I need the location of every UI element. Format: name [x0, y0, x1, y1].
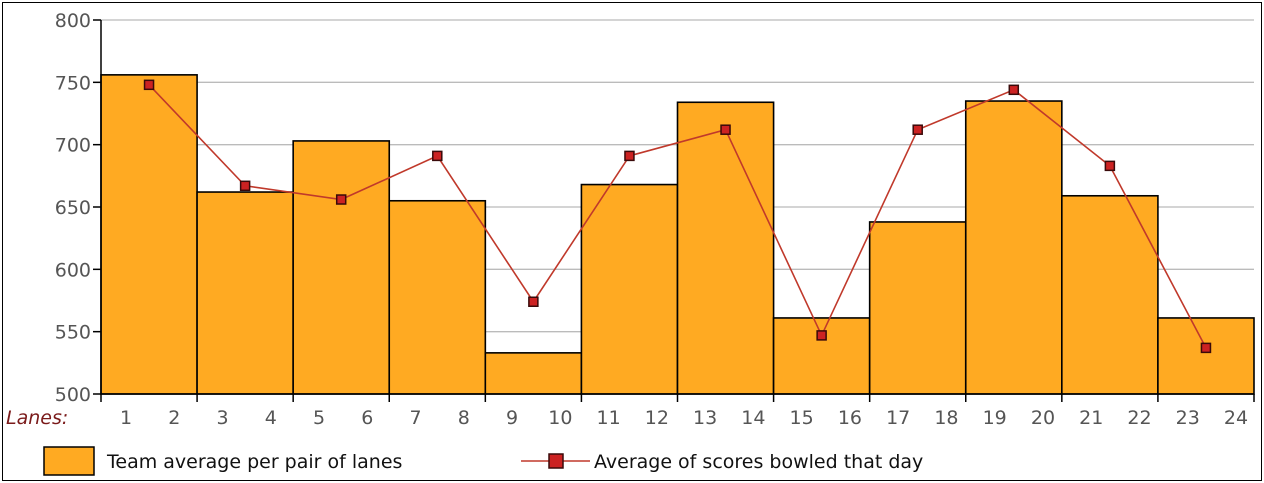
line-point — [720, 124, 731, 135]
y-tick-label: 700 — [55, 135, 91, 157]
x-tick-label: 24 — [1224, 407, 1248, 429]
x-tick-label: 12 — [645, 407, 669, 429]
legend-bar-swatch — [43, 446, 95, 476]
x-tick-label: 3 — [216, 407, 228, 429]
x-tick-label: 4 — [265, 407, 277, 429]
bars-group — [100, 74, 1255, 395]
line-point — [1200, 342, 1212, 354]
x-tick-label: 2 — [168, 407, 180, 429]
x-tick-label: 18 — [934, 407, 958, 429]
x-tick-labels: 1 2 3 4 5 6 7 8 9 10 11 12 13 14 15 16 17 18 19 20 21 22 23 24 — [120, 407, 1248, 429]
line-point — [143, 79, 155, 91]
legend-bar-label: Team average per pair of lanes — [106, 451, 402, 473]
x-tick-label: 8 — [458, 407, 470, 429]
x-tick-label: 7 — [410, 407, 422, 429]
bar — [388, 199, 487, 395]
y-tick-label: 550 — [55, 322, 91, 344]
line-point — [624, 150, 635, 162]
legend-line-marker — [548, 453, 564, 469]
x-axis-label: Lanes: — [6, 407, 68, 429]
x-tick-label: 21 — [1079, 407, 1103, 429]
bar — [676, 101, 775, 395]
bar — [1157, 317, 1255, 395]
x-tick-label: 16 — [838, 407, 862, 429]
x-tick-label: 17 — [886, 407, 910, 429]
x-tick-label: 11 — [597, 407, 621, 429]
line-point — [528, 296, 539, 307]
bar — [772, 317, 871, 395]
x-tick-label: 14 — [741, 407, 765, 429]
y-tick-label: 750 — [55, 72, 91, 94]
line-series-group — [143, 79, 1212, 354]
y-tick-labels: 500 550 600 650 700 750 800 — [55, 10, 91, 406]
x-tick-label: 23 — [1176, 407, 1200, 429]
x-tick-label: 1 — [120, 407, 132, 429]
bar — [580, 183, 679, 395]
x-tick-label: 9 — [506, 407, 518, 429]
line-point — [1104, 160, 1116, 172]
x-tick-label: 15 — [790, 407, 814, 429]
series-line — [148, 84, 1207, 349]
x-tick-label: 5 — [313, 407, 325, 429]
y-tick-label: 600 — [55, 259, 91, 281]
line-point — [912, 124, 923, 135]
y-tick-label: 500 — [55, 384, 91, 406]
bar — [196, 191, 294, 395]
line-point — [239, 180, 251, 192]
axes-group — [100, 20, 1255, 402]
bar — [964, 100, 1063, 395]
bar — [292, 140, 391, 395]
y-tick-label: 800 — [55, 10, 91, 32]
x-tick-label: 10 — [548, 407, 572, 429]
y-tick-label: 650 — [55, 197, 91, 219]
x-tick-label: 22 — [1127, 407, 1151, 429]
line-point — [335, 194, 347, 205]
line-point — [1008, 84, 1020, 96]
legend-line-label: Average of scores bowled that day — [594, 451, 923, 473]
bar — [1061, 194, 1159, 395]
x-tick-label: 19 — [983, 407, 1007, 429]
x-tick-label: 13 — [693, 407, 717, 429]
legend: Team average per pair of lanes Average o… — [43, 446, 923, 476]
bar — [100, 74, 198, 395]
line-point — [816, 330, 827, 341]
bar — [484, 352, 583, 395]
bar — [868, 221, 967, 395]
line-point — [432, 150, 443, 162]
x-tick-label: 20 — [1031, 407, 1055, 429]
x-tick-label: 6 — [361, 407, 373, 429]
